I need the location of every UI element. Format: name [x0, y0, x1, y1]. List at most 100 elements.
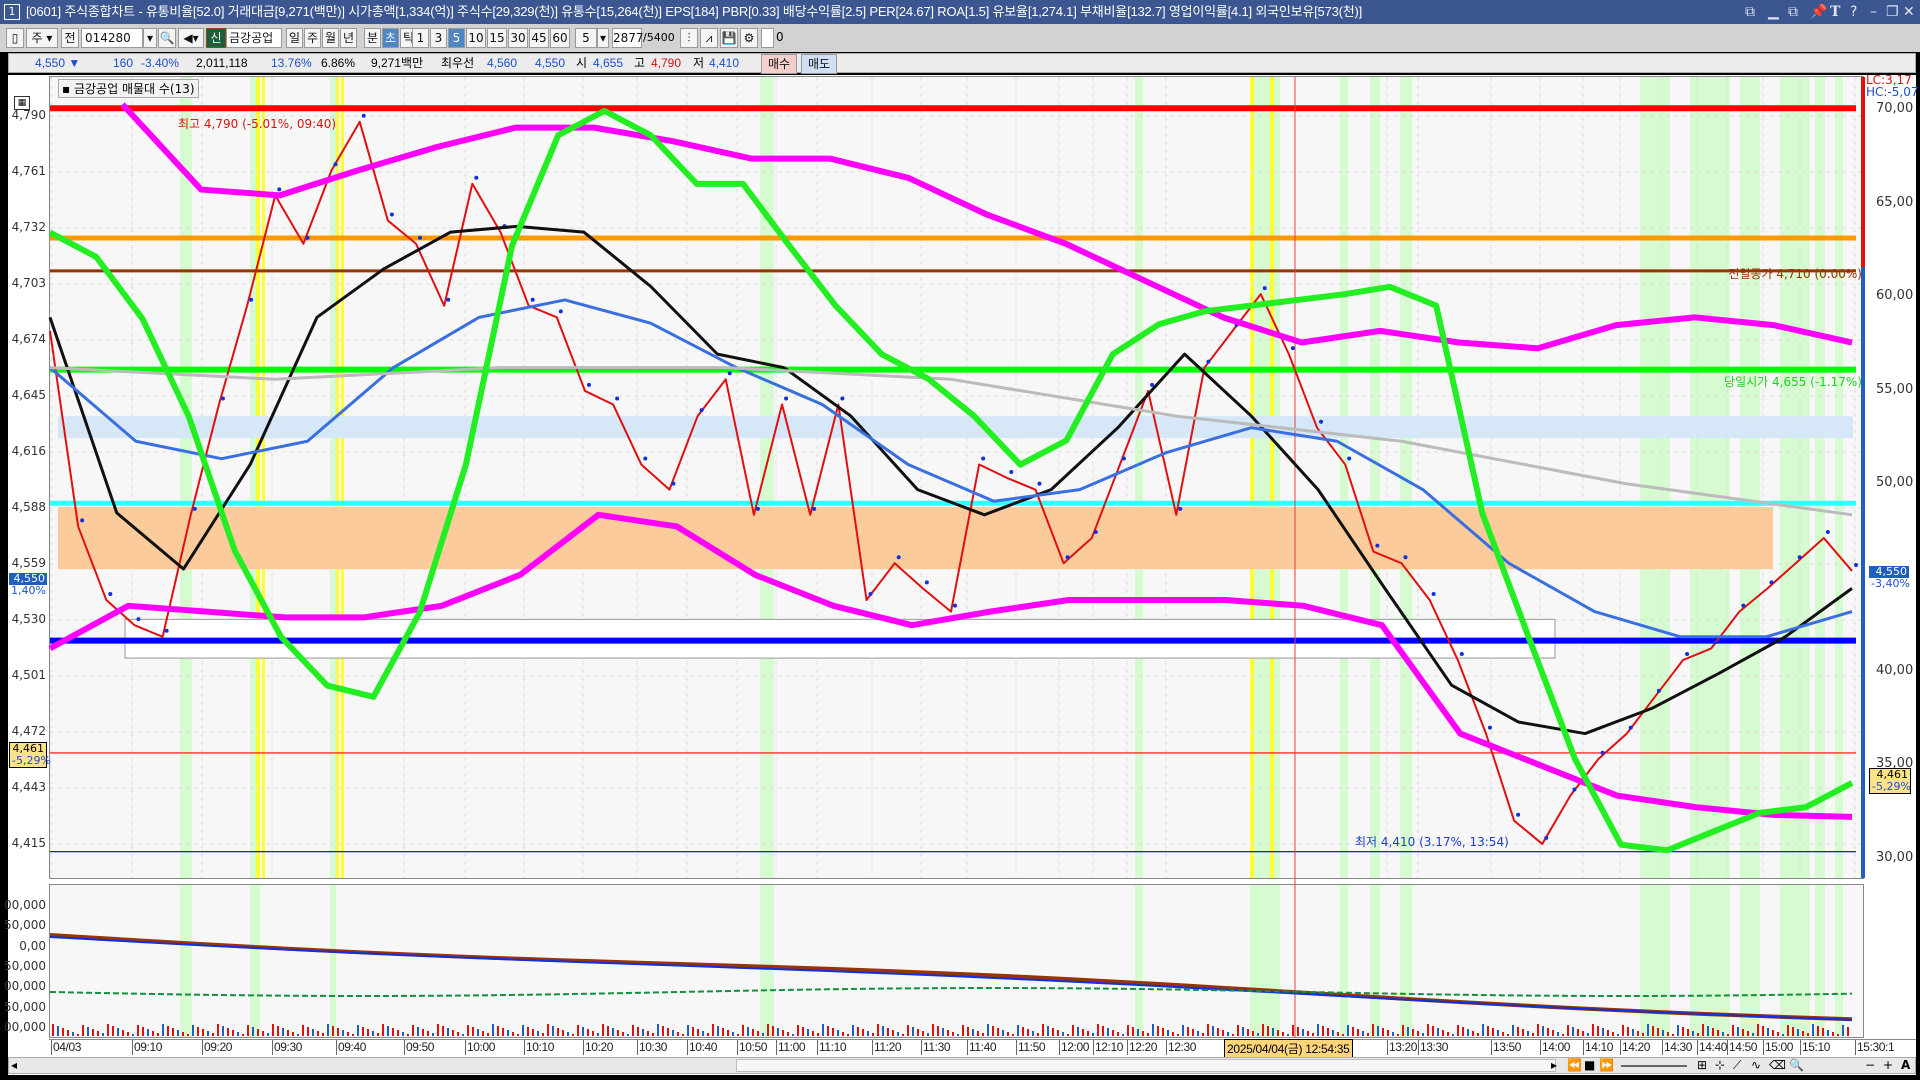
volume-bar	[1507, 1034, 1509, 1036]
volume-bar	[52, 1024, 54, 1036]
volume-bar	[1287, 1034, 1289, 1036]
interval-button[interactable]: 15	[487, 28, 507, 48]
volume-bar	[1177, 1034, 1179, 1036]
volume-bar	[1647, 1024, 1649, 1036]
close-icon[interactable]: ✕	[1903, 4, 1915, 20]
interval-button[interactable]: 10	[466, 28, 486, 48]
interval-button[interactable]: 30	[508, 28, 528, 48]
volume-bar	[1372, 1024, 1374, 1036]
code-dropdown-icon[interactable]: ▾	[143, 28, 157, 48]
price-pane[interactable]	[49, 76, 1864, 879]
period-tab[interactable]: 초	[382, 28, 399, 48]
minimize-icon[interactable]: –	[1870, 4, 1877, 20]
pin-icon[interactable]: 📌	[1810, 4, 1828, 20]
legend: ▪ 금강공업 매물대 수(13)	[58, 79, 199, 98]
horizontal-scrollbar[interactable]: ◂ ▸ ⏪ ■ ⏩ ⊞ ⊹ ⟋ ∿ ⌫ 🔍 − + A	[8, 1057, 1916, 1074]
volume-bar	[927, 1033, 929, 1036]
layout-split-icon[interactable]: ⊞	[1697, 1058, 1708, 1072]
zoom-in-icon[interactable]: +	[1883, 1058, 1894, 1072]
cascade-icon[interactable]: ⧉	[1788, 4, 1798, 20]
add-indicator-icon[interactable]: ⩘	[700, 28, 718, 48]
volume-bar	[952, 1032, 954, 1036]
text-icon[interactable]: T	[1830, 4, 1841, 20]
period-tab[interactable]: 월	[322, 28, 339, 48]
volume-bar	[1712, 1028, 1714, 1036]
period-tab[interactable]: 주	[304, 28, 321, 48]
code-input[interactable]: 014280	[81, 28, 143, 48]
fast-forward-icon[interactable]: ⏩	[1599, 1058, 1614, 1072]
period-tab[interactable]: 분	[364, 28, 381, 48]
highlight-stripe	[1250, 77, 1280, 878]
scroll-thumb[interactable]	[736, 1059, 1556, 1072]
play-icon[interactable]: ▸	[1551, 1058, 1558, 1072]
eraser-icon[interactable]: ⌫	[1769, 1058, 1786, 1072]
crosshair-icon[interactable]: ⊹	[1715, 1058, 1726, 1072]
highlight-stripe	[1815, 885, 1825, 1037]
buy-button[interactable]: 매수	[761, 54, 797, 74]
scroll-left-icon[interactable]: ◂	[11, 1058, 18, 1072]
speaker-icon[interactable]: ◀▾	[178, 28, 204, 48]
table-icon[interactable]: ▦	[14, 96, 30, 110]
volume-bar	[357, 1025, 359, 1036]
layout-icon[interactable]: ▯	[6, 28, 24, 48]
zoom-out-icon[interactable]: −	[1865, 1058, 1876, 1072]
volume-bar	[967, 1027, 969, 1036]
interval-button[interactable]: 45	[529, 28, 549, 48]
count-select[interactable]: 5	[575, 28, 597, 48]
indicator-pane[interactable]	[49, 884, 1864, 1038]
wave-icon[interactable]: ∿	[1751, 1058, 1762, 1072]
draw-line-icon[interactable]: ⟋	[1733, 1058, 1742, 1072]
volume-bar	[1812, 1024, 1814, 1036]
tile-icon[interactable]: ⧉	[1745, 4, 1755, 20]
help-icon[interactable]: ?	[1850, 4, 1858, 20]
volume-bar	[402, 1032, 404, 1036]
save-icon[interactable]: 💾	[720, 28, 738, 48]
volume-bar	[1342, 1034, 1344, 1036]
volume-bar	[1807, 1033, 1809, 1036]
legend-toggle-icon[interactable]: ▪	[62, 82, 71, 96]
volume-bar	[732, 1032, 734, 1036]
volume-bar	[1707, 1026, 1709, 1036]
volume-bar	[677, 1032, 679, 1036]
count-input[interactable]: 2877	[612, 28, 644, 48]
interval-button[interactable]: 5	[448, 28, 465, 48]
volume-bar	[147, 1029, 149, 1036]
rewind-icon[interactable]: ⏪	[1567, 1058, 1582, 1072]
all-button[interactable]: 전	[61, 28, 79, 48]
search-icon[interactable]: 🔍	[158, 28, 176, 48]
volume-bar	[1462, 1027, 1464, 1036]
interval-button[interactable]: 60	[550, 28, 570, 48]
current-price: 4,550 ▼	[35, 56, 81, 70]
period-tab[interactable]: 일	[286, 28, 303, 48]
minimize-tile-icon[interactable]: ▁	[1768, 4, 1779, 20]
count-dropdown-icon[interactable]: ▾	[597, 28, 609, 48]
volume-bar	[1512, 1025, 1514, 1036]
volume-bar	[877, 1024, 879, 1036]
period-tab[interactable]: 년	[340, 28, 357, 48]
volume-bar	[397, 1030, 399, 1036]
market-select[interactable]: 주 ▾	[26, 28, 58, 48]
volume-bar	[477, 1029, 479, 1036]
high-label: 고	[634, 56, 646, 70]
volume-bar	[792, 1034, 794, 1036]
settings-gear-icon[interactable]: ⚙	[740, 28, 758, 48]
volume-bar	[1417, 1031, 1419, 1036]
zoom-slider[interactable]	[1621, 1065, 1687, 1067]
right-tick-label: 50,00	[1876, 475, 1914, 491]
maximize-icon[interactable]: ❐	[1886, 4, 1899, 20]
stock-name[interactable]: 금강공업	[226, 28, 282, 48]
volume-bar	[1362, 1031, 1364, 1036]
title-bar: [0601] 주식종합차트 - 유통비율[52.0] 거래대금[9,271(백만…	[0, 0, 1920, 24]
interval-button[interactable]: 1	[412, 28, 429, 48]
right-tick-label: 55,00	[1876, 381, 1914, 397]
magnify-icon[interactable]: 🔍	[1789, 1058, 1804, 1072]
right-tick-label: 40,00	[1876, 662, 1914, 678]
sell-button[interactable]: 매도	[801, 54, 837, 74]
volume-bar	[342, 1030, 344, 1036]
chart-type-icon[interactable]: ⫶	[680, 28, 698, 48]
font-icon[interactable]: A	[1901, 1058, 1911, 1072]
stop-icon[interactable]: ■	[1584, 1058, 1596, 1072]
option-checkbox[interactable]	[761, 28, 774, 48]
interval-button[interactable]: 3	[430, 28, 447, 48]
volume-bar	[1107, 1028, 1109, 1036]
